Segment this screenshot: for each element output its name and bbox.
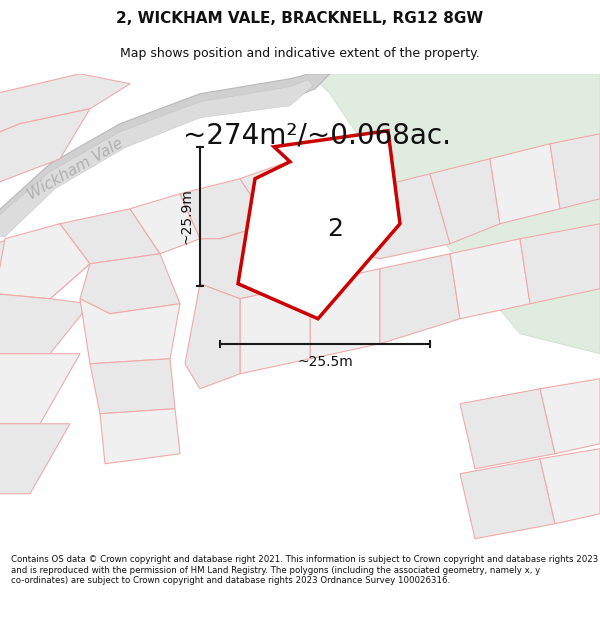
Polygon shape [450,239,530,319]
Polygon shape [0,224,90,299]
Polygon shape [130,194,200,254]
Polygon shape [90,359,175,414]
Polygon shape [238,131,400,319]
Polygon shape [0,109,90,184]
Text: Map shows position and indicative extent of the property.: Map shows position and indicative extent… [120,47,480,59]
Text: ~274m²/~0.068ac.: ~274m²/~0.068ac. [183,122,451,150]
Polygon shape [0,80,313,237]
Polygon shape [550,134,600,209]
Polygon shape [200,214,310,299]
Polygon shape [0,74,330,234]
Text: 2, WICKHAM VALE, BRACKNELL, RG12 8GW: 2, WICKHAM VALE, BRACKNELL, RG12 8GW [116,11,484,26]
Polygon shape [60,209,160,264]
Text: Contains OS data © Crown copyright and database right 2021. This information is : Contains OS data © Crown copyright and d… [11,555,598,585]
Polygon shape [0,424,70,494]
Polygon shape [240,284,310,374]
Polygon shape [0,224,90,299]
Polygon shape [310,269,380,359]
Polygon shape [100,409,180,464]
Polygon shape [540,379,600,454]
Polygon shape [80,299,180,364]
Polygon shape [430,159,500,244]
Text: ~25.5m: ~25.5m [297,355,353,369]
Polygon shape [310,74,600,354]
Polygon shape [490,144,560,224]
Text: ~25.9m: ~25.9m [180,188,194,244]
Text: 2: 2 [327,217,343,241]
Polygon shape [460,459,555,539]
Polygon shape [380,254,460,344]
Polygon shape [185,284,240,389]
Polygon shape [340,174,450,259]
Polygon shape [0,354,80,424]
Polygon shape [80,254,180,314]
Polygon shape [540,449,600,524]
Polygon shape [180,179,270,239]
Polygon shape [0,294,90,354]
Polygon shape [460,389,555,469]
Polygon shape [240,154,350,224]
Polygon shape [520,224,600,304]
Text: Wickham Vale: Wickham Vale [25,136,125,202]
Polygon shape [0,74,130,134]
